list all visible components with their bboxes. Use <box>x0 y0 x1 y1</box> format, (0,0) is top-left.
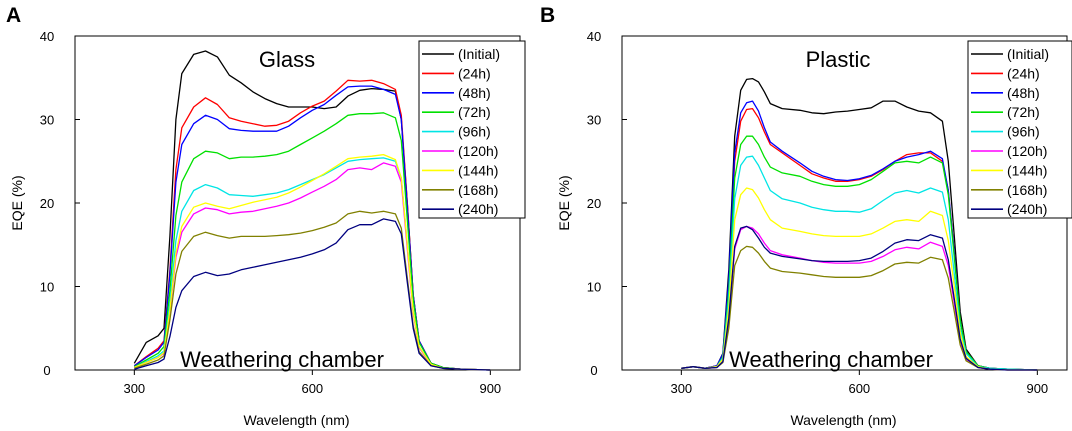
panel-b-legend-label-24h: (24h) <box>1007 65 1040 81</box>
panel-a-title: Glass <box>259 47 315 72</box>
panel-b-title: Plastic <box>806 47 871 72</box>
panel-b-y-tick-label: 10 <box>587 280 601 295</box>
panel-b-legend-label-144h: (144h) <box>1007 162 1047 178</box>
panel-b-series-line-144h <box>681 187 1038 371</box>
panel-b-series-line-168h <box>681 245 1038 371</box>
panel-b-legend-label-120h: (120h) <box>1007 143 1047 159</box>
panel-a-series-line-144h <box>134 153 491 371</box>
panel-b-y-tick-label: 20 <box>587 196 601 211</box>
panel-a-x-axis-title: Wavelength (nm) <box>243 412 349 428</box>
panel-b-legend-label-168h: (168h) <box>1007 182 1047 198</box>
panel-b-x-tick-label: 900 <box>1026 381 1048 396</box>
panel-a-legend-label-144h: (144h) <box>458 162 498 178</box>
panel-a-legend-label-96h: (96h) <box>458 124 491 140</box>
panel-b-y-axis-title: EQE (%) <box>556 175 572 230</box>
panel-a-y-tick-label: 40 <box>40 29 54 44</box>
panel-b-legend-label-initial: (Initial) <box>1007 46 1049 62</box>
panel-b-legend-label-240h: (240h) <box>1007 201 1047 217</box>
panel-a-y-tick-label: 0 <box>43 363 50 378</box>
panel-b-legend-label-96h: (96h) <box>1007 124 1040 140</box>
panel-a-series-line-72h <box>133 112 491 371</box>
panel-b-legend <box>967 40 1072 219</box>
panel-b-series-line-96h <box>681 155 1038 371</box>
panel-b-series-line-240h <box>681 225 1038 371</box>
panel-a-legend-label-48h: (48h) <box>458 85 491 101</box>
panel-b-y-tick-label: 0 <box>590 363 597 378</box>
panel-b-series-line-72h <box>681 135 1038 371</box>
panel-b-letter: B <box>540 4 555 27</box>
panel-a-legend-label-72h: (72h) <box>458 104 491 120</box>
panel-a-x-tick-label: 900 <box>479 381 501 396</box>
panel-a-y-tick-label: 30 <box>40 113 54 128</box>
panel-a-legend-label-initial: (Initial) <box>458 46 500 62</box>
panel-a-x-tick-label: 300 <box>123 381 145 396</box>
panel-a-x-tick-label: 600 <box>301 381 323 396</box>
panel-b-plastic-chart: B 0 10 20 30 40 300 600 900 Wavelength (nm) EQE (%… <box>540 4 1072 428</box>
panel-b-legend-label-48h: (48h) <box>1007 85 1040 101</box>
panel-b-y-tick-label: 30 <box>587 113 601 128</box>
panel-b-x-tick-label: 300 <box>670 381 692 396</box>
panel-a-y-tick-label: 20 <box>40 196 54 211</box>
panel-a-legend-label-24h: (24h) <box>458 65 491 81</box>
panel-b-series-line-initial <box>681 77 1038 371</box>
panel-a-annotation: Weathering chamber <box>180 347 384 372</box>
panel-a-series-line-240h <box>134 218 491 371</box>
panel-a-legend-label-240h: (240h) <box>458 201 498 217</box>
panel-a-legend <box>418 40 526 219</box>
panel-a-legend-label-168h: (168h) <box>458 182 498 198</box>
panel-a-y-axis-title: EQE (%) <box>9 175 25 230</box>
panel-b-annotation: Weathering chamber <box>729 347 933 372</box>
panel-b-x-tick-label: 600 <box>848 381 870 396</box>
panel-a-letter: A <box>6 4 21 27</box>
panel-b-x-axis-title: Wavelength (nm) <box>790 412 896 428</box>
panel-a-legend-label-120h: (120h) <box>458 143 498 159</box>
panel-a-y-tick-label: 10 <box>40 280 54 295</box>
panel-a-glass-chart: A 0 10 20 30 40 300 600 900 Wavelength (nm) EQE (%… <box>6 4 526 428</box>
panel-b-y-tick-label: 40 <box>587 29 601 44</box>
panel-b-legend-label-72h: (72h) <box>1007 104 1040 120</box>
